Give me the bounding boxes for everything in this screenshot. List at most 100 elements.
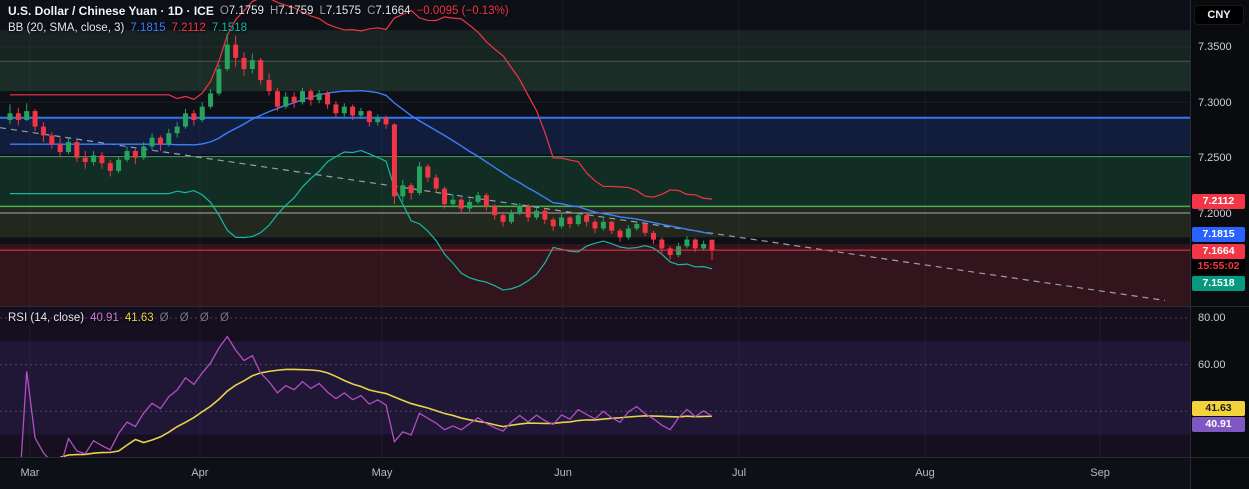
price-chart-canvas[interactable] xyxy=(0,0,1190,306)
price-badge: 7.2112 xyxy=(1192,193,1245,209)
time-axis-label: Sep xyxy=(1090,467,1110,479)
candle-body xyxy=(191,113,197,120)
candle-body xyxy=(199,106,205,120)
candle-body xyxy=(684,239,690,247)
price-zones xyxy=(0,30,1190,306)
candle-body xyxy=(625,228,631,238)
candle-body xyxy=(400,185,406,197)
candle-body xyxy=(517,206,523,213)
candle-body xyxy=(375,117,381,123)
candle-body xyxy=(182,113,188,127)
candle-body xyxy=(508,212,514,222)
candle-body xyxy=(233,44,239,58)
candle-body xyxy=(274,91,280,107)
candle-body xyxy=(291,96,297,103)
candle-body xyxy=(383,117,389,125)
time-axis-label: Aug xyxy=(915,467,935,479)
currency-button[interactable]: CNY xyxy=(1194,5,1244,25)
candle-body xyxy=(642,224,648,233)
candle-body xyxy=(366,111,372,123)
panel-separator xyxy=(1191,306,1249,307)
candle-body xyxy=(249,60,255,69)
candle-body xyxy=(174,126,180,134)
candle-body xyxy=(57,144,63,153)
candle-body xyxy=(107,163,113,171)
price-badge: 7.1815 xyxy=(1192,226,1245,242)
candle-body xyxy=(634,224,640,229)
candle-body xyxy=(308,91,314,101)
candle-body xyxy=(74,142,80,158)
candle-body xyxy=(701,243,707,249)
candle-body xyxy=(266,80,272,92)
bar-close-countdown: 15:55:02 xyxy=(1192,258,1245,274)
trendline[interactable] xyxy=(0,127,1166,302)
candle-body xyxy=(141,146,147,158)
candle-body xyxy=(208,93,214,107)
rsi-ma-line[interactable] xyxy=(59,368,713,457)
time-axis-label: Jul xyxy=(731,467,747,479)
price-badge: 7.1664 xyxy=(1192,243,1245,259)
time-axis[interactable]: Mar Apr May Jun Jul Aug Sep xyxy=(0,458,1190,489)
price-scale-column[interactable]: CNY 7.3500 7.3000 7.2500 7.2000 80.00 60.00 7.… xyxy=(1190,0,1249,489)
candle-body xyxy=(442,188,448,205)
candles-layer[interactable] xyxy=(7,33,715,261)
bb-basis-line[interactable] xyxy=(10,89,713,235)
candle-body xyxy=(316,93,322,101)
candle-body xyxy=(224,44,230,69)
candle-body xyxy=(325,93,331,105)
candle-body xyxy=(91,155,97,163)
candle-body xyxy=(483,195,489,207)
candle-body xyxy=(391,124,397,197)
candle-body xyxy=(333,104,339,114)
price-badge: 7.1518 xyxy=(1192,275,1245,291)
candle-body xyxy=(157,137,163,145)
bb-lower-line[interactable] xyxy=(10,149,713,291)
rsi-line[interactable] xyxy=(10,335,713,457)
candle-body xyxy=(15,113,21,120)
rsi-panel[interactable]: RSI (14, close) 40.91 41.63 Ø Ø Ø Ø xyxy=(0,307,1190,458)
candle-body xyxy=(525,206,531,218)
candle-body xyxy=(299,91,305,103)
candle-body xyxy=(650,232,656,240)
candle-body xyxy=(24,111,30,120)
candle-body xyxy=(7,113,13,120)
time-axis-label: Mar xyxy=(20,467,40,479)
candle-body xyxy=(32,111,38,127)
bb-upper-line[interactable] xyxy=(10,0,713,200)
scale-tick-label: 60.00 xyxy=(1198,359,1226,371)
candle-body xyxy=(283,96,289,107)
candle-body xyxy=(40,126,46,136)
candle-body xyxy=(408,185,414,194)
price-panel[interactable]: U.S. Dollar / Chinese Yuan · 1D · ICE O7… xyxy=(0,0,1190,307)
rsi-badge: 40.91 xyxy=(1192,416,1245,432)
candle-body xyxy=(416,166,422,194)
candle-body xyxy=(116,159,122,171)
candle-body xyxy=(166,133,172,145)
candle-body xyxy=(559,217,565,227)
candle-body xyxy=(149,137,155,147)
candle-body xyxy=(600,221,606,229)
candle-body xyxy=(241,57,247,69)
axis-separator xyxy=(1191,457,1249,458)
candle-body xyxy=(99,155,105,164)
candle-body xyxy=(450,199,456,205)
candle-body xyxy=(132,150,138,158)
candle-body xyxy=(433,177,439,189)
candle-body xyxy=(258,60,264,81)
candle-body xyxy=(341,106,347,114)
time-axis-label: Jun xyxy=(554,467,572,479)
candle-body xyxy=(667,248,673,256)
candle-body xyxy=(575,215,581,225)
candle-body xyxy=(467,201,473,209)
candle-body xyxy=(692,239,698,249)
scale-tick-label: 80.00 xyxy=(1198,312,1226,325)
candle-body xyxy=(65,142,71,153)
candle-body xyxy=(659,239,665,249)
candle-body xyxy=(425,166,431,178)
candle-body xyxy=(475,195,481,202)
rsi-chart-canvas[interactable] xyxy=(0,307,1190,457)
scale-tick-label: 7.3000 xyxy=(1198,96,1232,109)
scale-tick-label: 7.2000 xyxy=(1198,207,1232,220)
candle-body xyxy=(567,217,573,225)
candle-body xyxy=(617,230,623,238)
